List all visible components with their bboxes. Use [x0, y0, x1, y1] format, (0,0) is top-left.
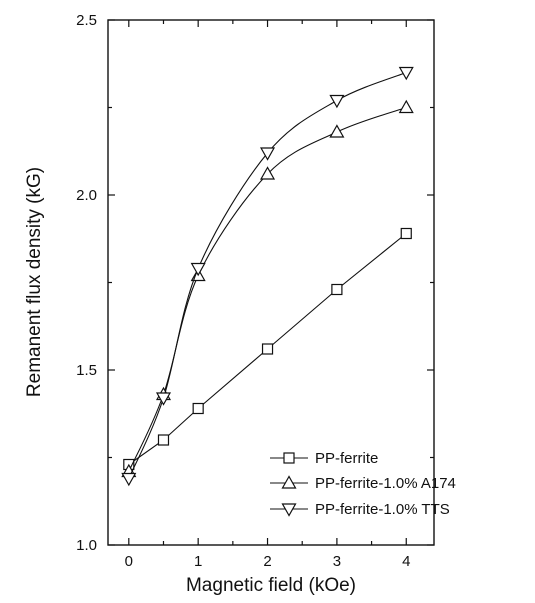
x-tick-label: 0: [125, 553, 133, 570]
data-point: [330, 96, 343, 108]
data-point: [400, 101, 413, 113]
data-point: [263, 344, 273, 354]
data-point: [330, 126, 343, 138]
y-tick-label: 1.0: [76, 537, 97, 554]
data-point: [158, 435, 168, 445]
data-point: [192, 264, 205, 276]
legend-marker: [283, 504, 296, 516]
y-axis-title: Remanent flux density (kG): [24, 167, 45, 397]
x-tick-label: 2: [263, 553, 271, 570]
series-layer: [122, 68, 412, 486]
series-line: [129, 73, 406, 479]
legend-label: PP-ferrite-1.0% A174: [315, 475, 456, 492]
y-tick-label: 2.0: [76, 187, 97, 204]
y-tick-label: 2.5: [76, 12, 97, 29]
plot-area-frame: [108, 20, 434, 545]
legend: PP-ferrite PP-ferrite-1.0% A174 PP-ferrite…: [270, 450, 456, 518]
data-point: [332, 285, 342, 295]
series-pp-ferrite: [124, 229, 411, 470]
x-tick-label: 1: [194, 553, 202, 570]
data-point: [400, 68, 413, 80]
legend-label: PP-ferrite-1.0% TTS: [315, 501, 450, 518]
y-tick-label: 1.5: [76, 362, 97, 379]
legend-item-pp-ferrite-1-0-tts: PP-ferrite-1.0% TTS: [270, 501, 450, 518]
x-tick-label: 4: [402, 553, 410, 570]
series-line: [129, 108, 406, 472]
x-axis-title: Magnetic field (kOe): [186, 575, 356, 596]
data-point: [193, 404, 203, 414]
data-point: [401, 229, 411, 239]
legend-marker: [283, 477, 296, 489]
legend-label: PP-ferrite: [315, 450, 378, 467]
data-point: [122, 474, 135, 486]
series-pp-ferrite-1-0-tts: [122, 68, 412, 486]
legend-item-pp-ferrite: PP-ferrite: [270, 450, 378, 467]
x-tick-label: 3: [333, 553, 341, 570]
legend-marker: [284, 453, 294, 463]
legend-item-pp-ferrite-1-0-a174: PP-ferrite-1.0% A174: [270, 475, 456, 492]
